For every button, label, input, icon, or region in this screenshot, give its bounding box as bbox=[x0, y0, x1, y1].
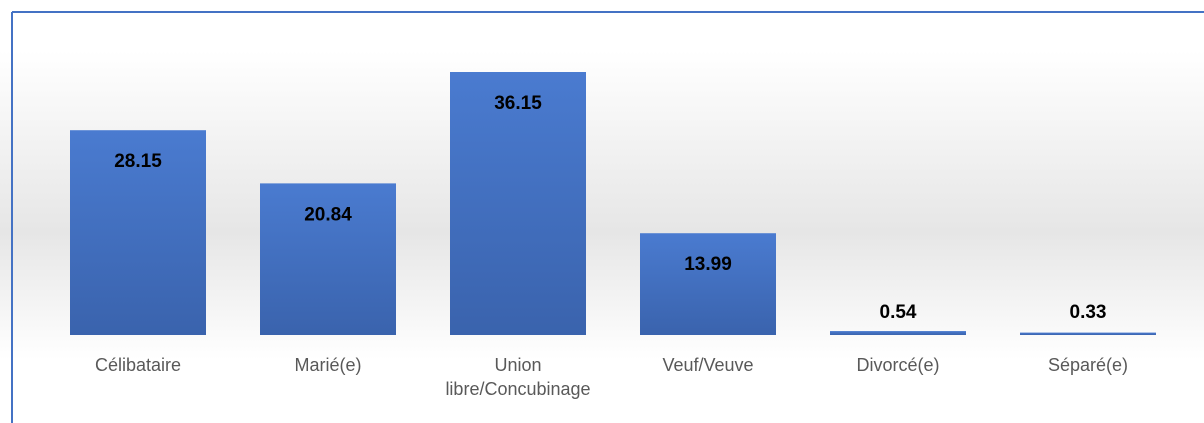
x-tick-label: Marié(e) bbox=[294, 355, 362, 375]
value-label: 13.99 bbox=[684, 254, 732, 275]
bar bbox=[450, 72, 586, 335]
x-tick-label: Divorcé(e) bbox=[856, 355, 940, 375]
bar bbox=[640, 233, 776, 335]
bar bbox=[260, 183, 396, 335]
value-label: 28.15 bbox=[114, 151, 162, 172]
bar bbox=[1020, 332, 1156, 335]
bar bbox=[70, 130, 206, 335]
x-tick-label: Union libre/Concubinage bbox=[445, 355, 591, 399]
value-label: 0.54 bbox=[880, 302, 917, 323]
x-tick-label: Séparé(e) bbox=[1047, 355, 1129, 375]
value-label: 0.33 bbox=[1070, 302, 1107, 323]
bar bbox=[830, 331, 966, 335]
value-label: 36.15 bbox=[494, 93, 542, 114]
x-tick-label: Célibataire bbox=[94, 355, 182, 375]
x-tick-label: Veuf/Veuve bbox=[662, 355, 754, 375]
value-label: 20.84 bbox=[304, 204, 352, 225]
